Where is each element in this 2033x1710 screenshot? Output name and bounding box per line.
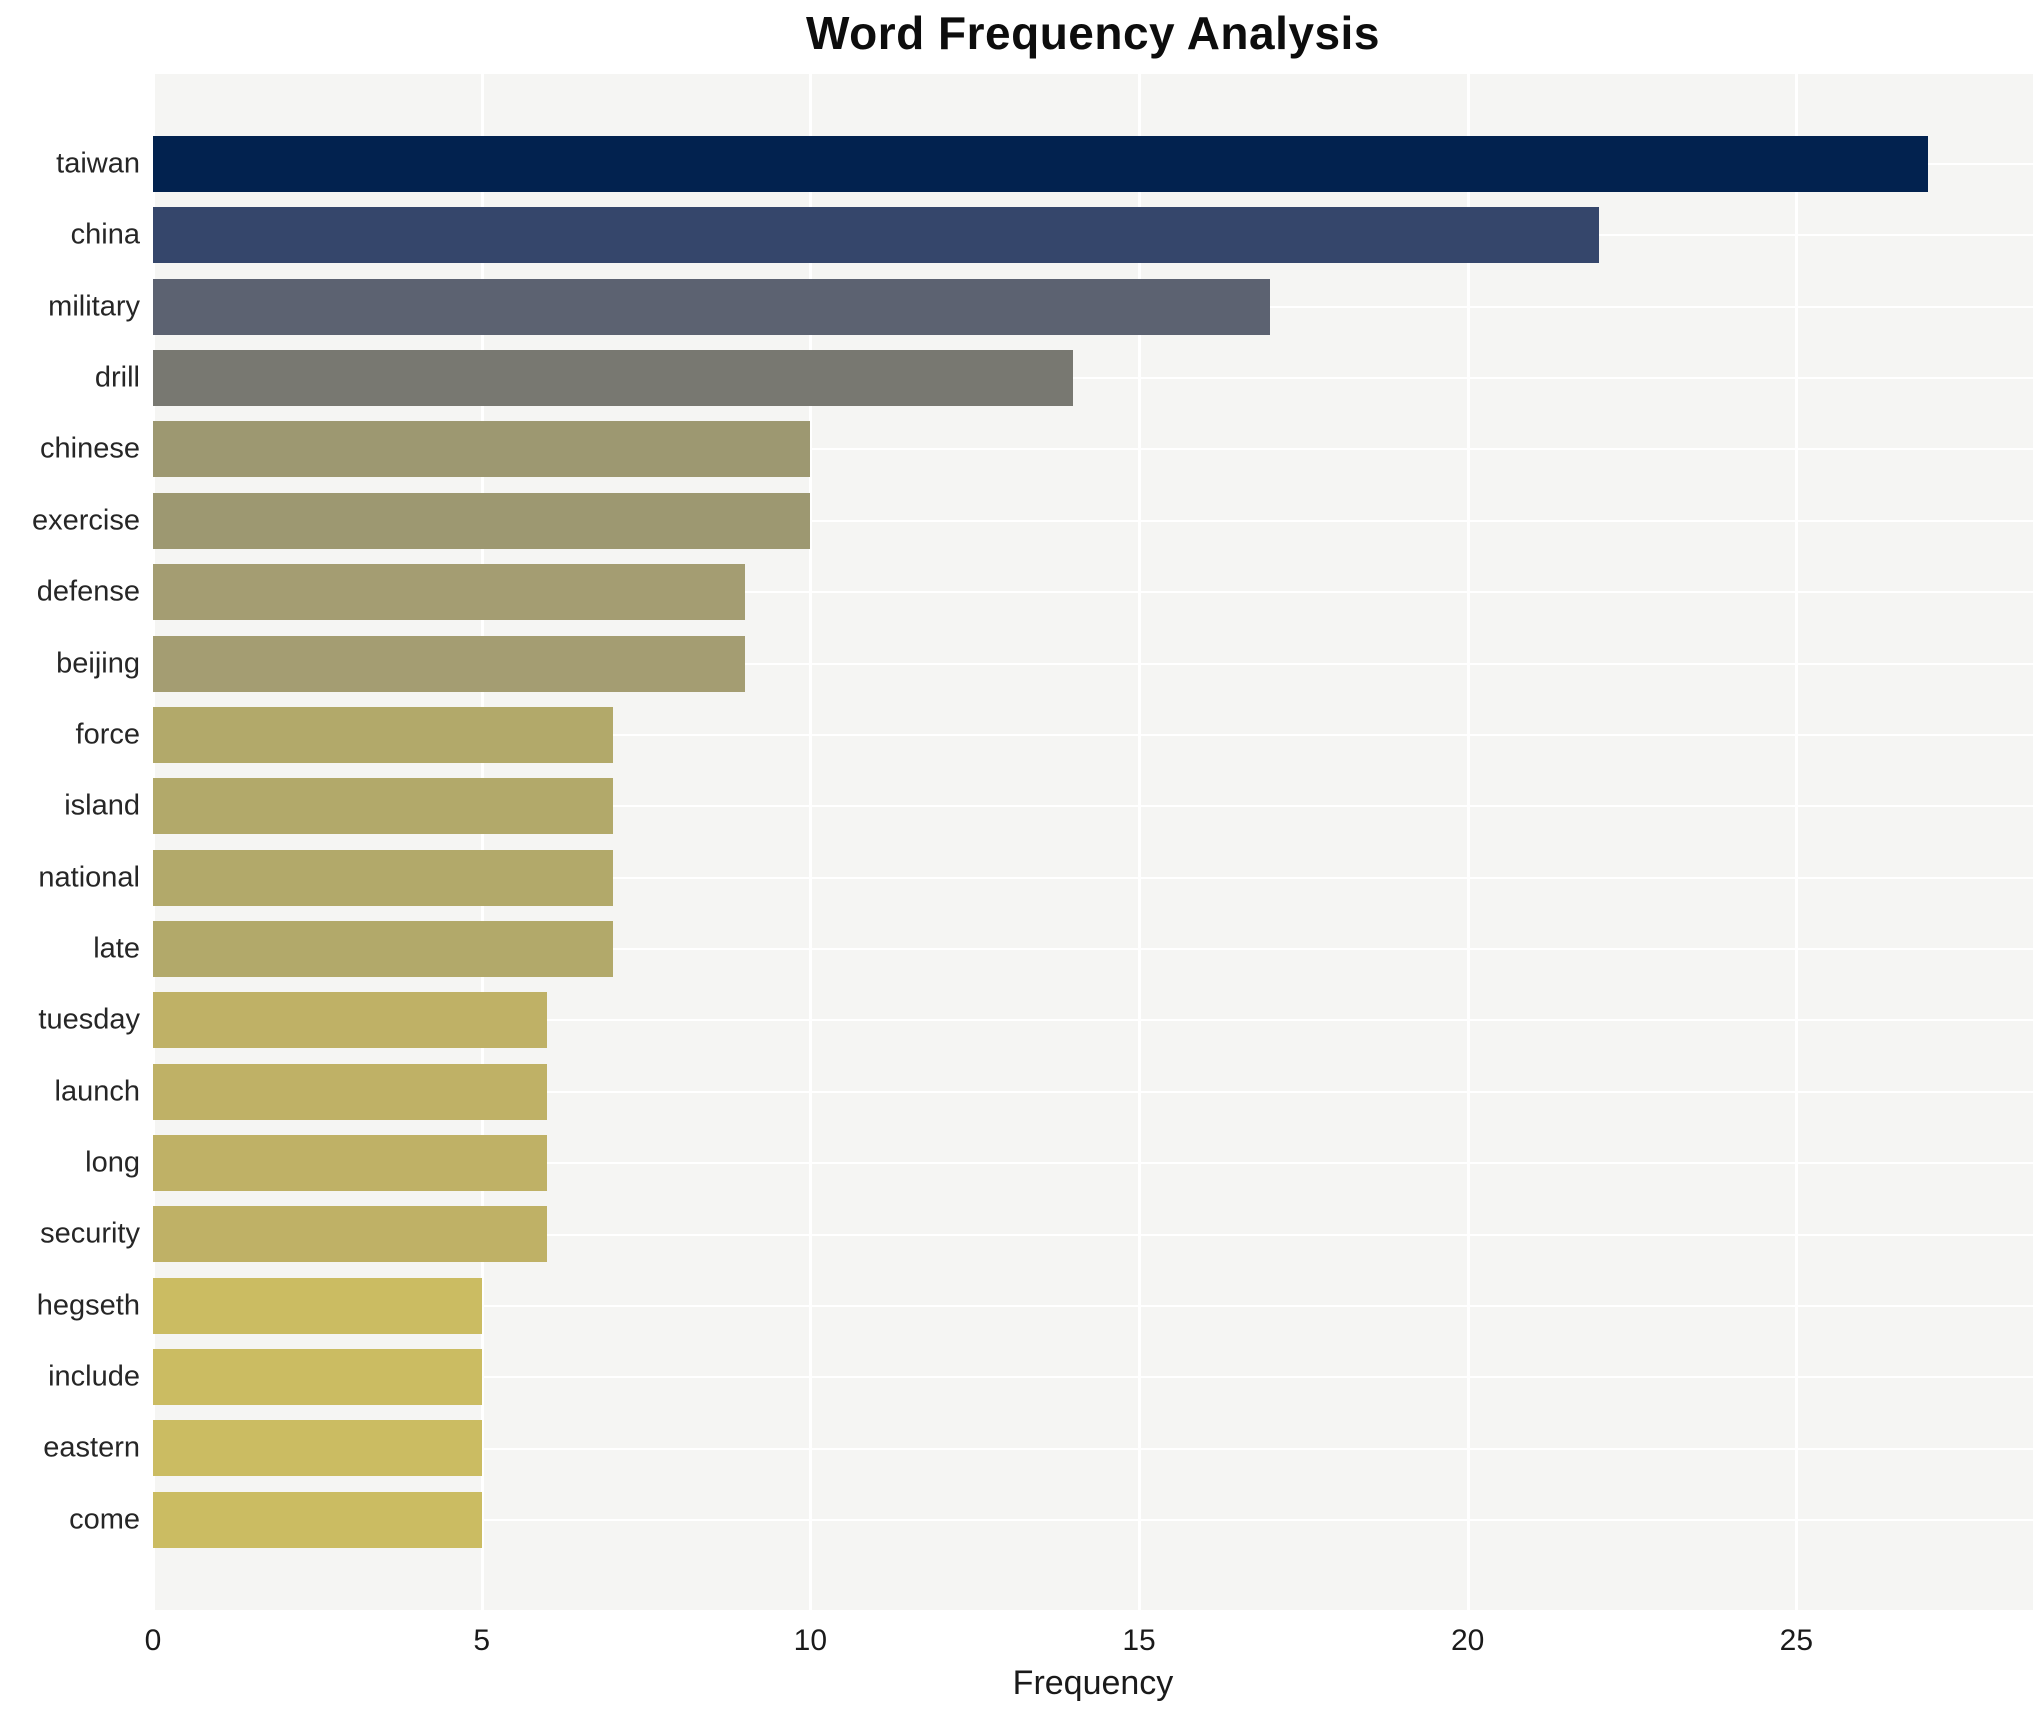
gridline-vertical [1138, 74, 1141, 1610]
bar-row: launch [55, 1063, 2033, 1120]
bar-row: chinese [40, 421, 2033, 478]
frequency-bar [153, 1491, 482, 1548]
frequency-bar [153, 421, 811, 478]
y-axis-label: defense [36, 575, 140, 608]
frequency-bar [153, 992, 548, 1049]
gridline-horizontal [153, 948, 2033, 951]
gridline-horizontal [153, 1447, 2033, 1450]
bar-row: national [38, 849, 2033, 906]
x-axis-title: Frequency [1012, 1664, 1174, 1702]
y-axis-label: come [69, 1503, 140, 1536]
frequency-bar [153, 350, 1074, 407]
y-axis-label: island [64, 789, 140, 822]
y-axis-label: eastern [43, 1431, 140, 1464]
bar-row: late [93, 920, 2033, 977]
y-axis-label: exercise [32, 504, 140, 537]
gridline-vertical [1466, 74, 1470, 1610]
frequency-bar [153, 706, 614, 763]
bar-row: taiwan [56, 136, 2033, 192]
bar-rows: taiwan china military drill chinese exercise d… [32, 74, 2033, 1610]
frequency-bar [153, 136, 1928, 192]
frequency-bar [153, 920, 614, 977]
x-axis-tick-label: 5 [473, 1624, 490, 1657]
gridline-vertical [1795, 74, 1799, 1610]
gridline-horizontal [153, 448, 2033, 451]
frequency-bar [153, 492, 811, 549]
y-axis-label: beijing [56, 647, 140, 680]
frequency-bar [153, 635, 745, 692]
bar-row: island [64, 778, 2033, 835]
gridline-horizontal [153, 876, 2033, 879]
gridline-horizontal [153, 377, 2033, 380]
y-axis-label: force [75, 718, 140, 751]
gridline-horizontal [153, 662, 2033, 665]
bar-row: hegseth [37, 1277, 2033, 1334]
gridline-horizontal [153, 1233, 2033, 1236]
bar-row: force [76, 706, 2033, 763]
bar-row: china [71, 207, 2033, 264]
y-axis-label: long [85, 1146, 140, 1179]
frequency-bar [153, 1063, 548, 1120]
frequency-bar [153, 207, 1600, 264]
y-axis-label: include [48, 1360, 140, 1393]
gridline-horizontal [153, 519, 2033, 522]
gridline-horizontal [153, 1304, 2033, 1307]
frequency-bar [153, 1349, 482, 1406]
gridline-vertical [152, 74, 155, 1610]
gridline-horizontal [153, 1090, 2033, 1093]
x-axis-tick-label: 25 [1779, 1624, 1814, 1657]
y-axis-label: drill [94, 361, 140, 394]
gridline-horizontal [153, 1519, 2033, 1521]
bar-row: eastern [43, 1420, 2033, 1477]
frequency-bar [153, 778, 614, 835]
frequency-bar [153, 564, 745, 621]
x-axis-tick-label: 0 [144, 1624, 162, 1657]
bar-row: beijing [56, 635, 2033, 692]
frequency-bar [153, 1135, 548, 1192]
y-axis-label: chinese [40, 432, 140, 465]
x-axis-tick-label: 10 [793, 1624, 828, 1657]
gridline-vertical [480, 74, 484, 1610]
frequency-bar [153, 1420, 482, 1477]
y-axis-label: china [70, 218, 140, 251]
y-axis-label: hegseth [36, 1289, 140, 1322]
bar-row: defense [37, 564, 2033, 621]
y-axis-label: tuesday [38, 1003, 140, 1036]
bar-row: military [48, 278, 2033, 335]
y-axis-label: national [38, 861, 140, 894]
gridline-horizontal [153, 805, 2033, 808]
y-axis-label: security [40, 1217, 140, 1250]
frequency-bar [153, 1206, 548, 1263]
bar-row: long [85, 1135, 2033, 1192]
gridline-horizontal [153, 733, 2033, 736]
bar-row: come [69, 1491, 2033, 1548]
x-axis-tick-label: 20 [1450, 1624, 1485, 1657]
bar-row: security [40, 1206, 2033, 1263]
bar-row: include [48, 1349, 2033, 1406]
frequency-bar [153, 849, 614, 906]
y-axis-label: launch [54, 1075, 140, 1108]
gridline-horizontal [153, 591, 2033, 594]
frequency-bar [153, 1277, 482, 1334]
gridline-vertical [809, 74, 813, 1610]
bar-row: exercise [32, 492, 2033, 549]
bar-row: tuesday [38, 992, 2033, 1049]
y-axis-label: late [93, 932, 140, 965]
frequency-bar [153, 278, 1271, 335]
gridline-horizontal [153, 1019, 2033, 1022]
plot-area: taiwan china military drill chinese exercise d… [32, 74, 2033, 1610]
bar-row: drill [95, 350, 2033, 407]
chart-title: Word Frequency Analysis [806, 7, 1380, 59]
y-axis-label: military [48, 290, 140, 323]
gridline-horizontal [153, 1376, 2033, 1379]
x-axis-tick-label: 15 [1122, 1624, 1156, 1657]
gridline-horizontal [153, 1162, 2033, 1165]
y-axis-label: taiwan [56, 147, 140, 180]
